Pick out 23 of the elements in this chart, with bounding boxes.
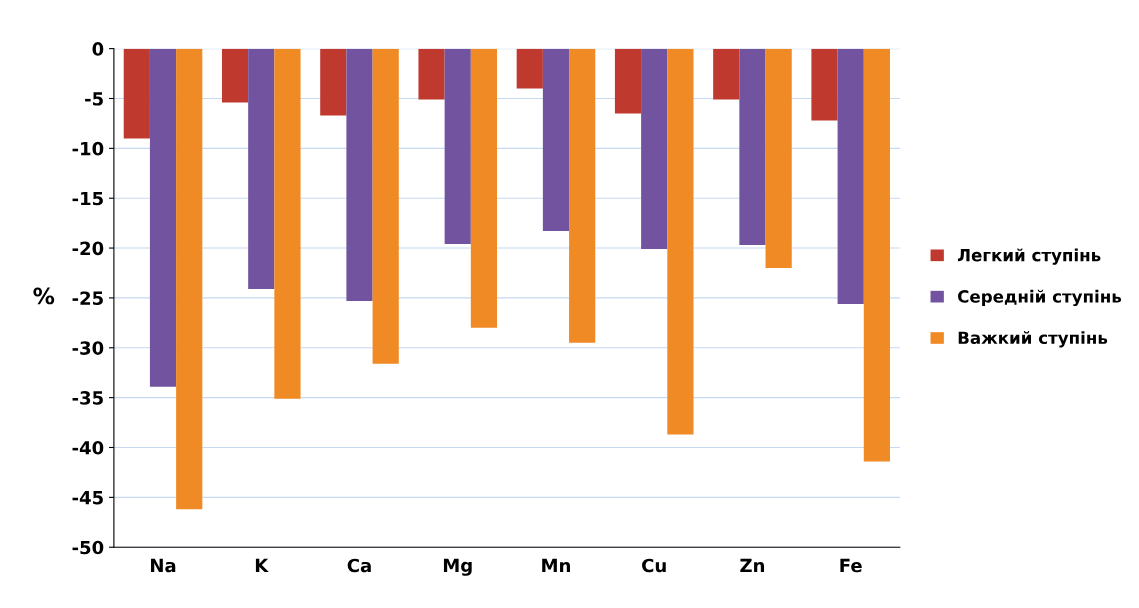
x-tick-label: Ca [347,558,371,573]
x-tick-label: K [255,558,269,573]
x-tick-label: Fe [840,558,862,573]
y-tick-label: -50 [72,540,104,555]
x-tick-label: Na [151,558,176,573]
x-tick-label: Zn [740,558,765,573]
y-tick-label: 0 [92,42,104,56]
y-tick-label: -45 [72,491,103,505]
x-tick-label: Cu [642,558,666,573]
y-tick-label: -20 [72,241,104,256]
y-tick-label: -25 [72,291,103,306]
legend-label: Легкий ступінь [957,248,1101,265]
y-tick-label: -10 [72,141,104,156]
y-tick-label: -30 [72,341,104,355]
x-tick-label: Mn [542,558,570,573]
legend-label: Середній ступінь [958,289,1122,307]
x-tick-label: Mg [443,558,472,576]
y-tick-label: -15 [72,191,103,206]
y-tick-label: -35 [72,391,103,405]
y-axis-title: % [33,287,55,305]
legend-label: Важкий ступінь [958,331,1108,348]
y-tick-label: -40 [72,440,104,455]
y-tick-label: -5 [85,92,103,106]
